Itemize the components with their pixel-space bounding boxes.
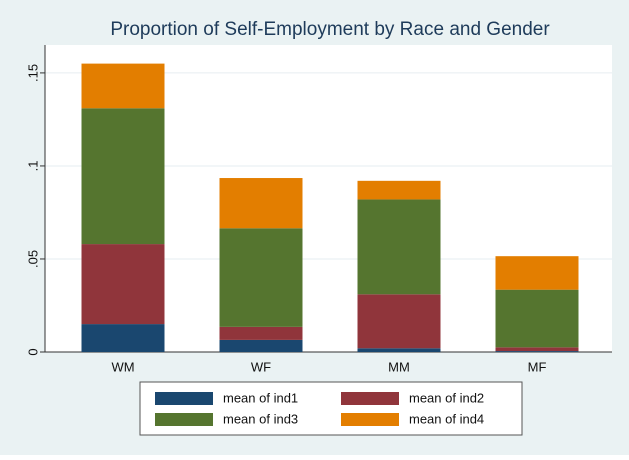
legend-label: mean of ind4 [409, 411, 484, 426]
legend-swatch [341, 392, 399, 405]
bar-segment [357, 180, 441, 200]
bar-segment [81, 324, 165, 352]
x-tick-label: WM [111, 359, 134, 374]
y-tick-label: .1 [25, 161, 40, 172]
bar-segment [357, 199, 441, 295]
y-tick-label: .15 [25, 64, 40, 82]
legend-label: mean of ind3 [223, 411, 298, 426]
x-tick-label: WF [251, 359, 271, 374]
legend-label: mean of ind2 [409, 390, 484, 405]
bar-segment [81, 63, 165, 109]
bar-segment [219, 326, 303, 340]
bar-segment [81, 108, 165, 245]
x-tick-label: MM [388, 359, 410, 374]
bar-segment [219, 178, 303, 229]
legend-swatch [341, 413, 399, 426]
bar-segment [357, 294, 441, 349]
bar-segment [219, 228, 303, 327]
legend-label: mean of ind1 [223, 390, 298, 405]
bar-segment [495, 347, 579, 352]
bar-segment [81, 244, 165, 325]
legend-swatch [155, 392, 213, 405]
chart-title: Proportion of Self-Employment by Race an… [110, 19, 550, 40]
bar-segment [495, 256, 579, 290]
bar-segment [357, 348, 441, 352]
legend-swatch [155, 413, 213, 426]
y-tick-label: .05 [25, 250, 40, 268]
bar-segment [219, 339, 303, 352]
bar-segment [495, 351, 579, 352]
bar-segment [495, 289, 579, 348]
x-tick-label: MF [528, 359, 547, 374]
legend-box [139, 381, 523, 436]
y-tick-label: 0 [25, 348, 40, 355]
